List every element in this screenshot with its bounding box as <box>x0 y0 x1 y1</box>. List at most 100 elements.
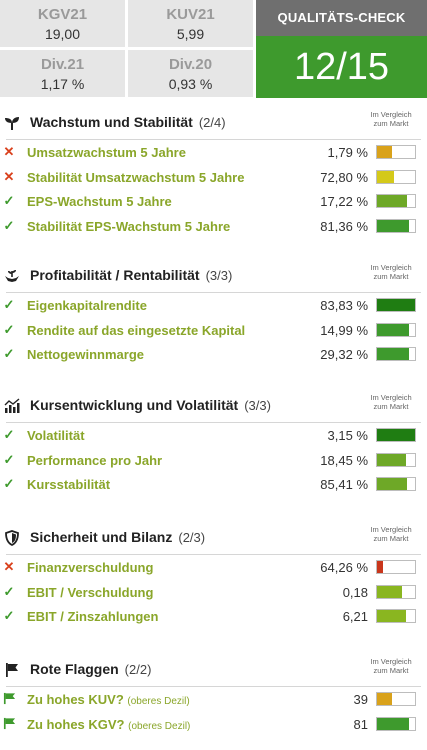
criterion-name-text[interactable]: Stabilität Umsatzwachstum 5 Jahre <box>27 169 245 185</box>
criterion-name-text[interactable]: EBIT / Verschuldung <box>27 584 154 600</box>
criterion-row[interactable]: ✓ Rendite auf das eingesetzte Kapital 14,9… <box>0 319 427 344</box>
compare-label-line2: zum Markt <box>373 534 409 543</box>
criterion-value: 3,15 % <box>327 428 368 443</box>
market-comparison-fill <box>377 195 408 207</box>
criterion-name-text[interactable]: Nettogewinnmarge <box>27 347 145 362</box>
pass-check-icon: ✓ <box>3 297 15 312</box>
criterion-name-text[interactable]: Kursstabilität <box>27 477 111 492</box>
criterion-row[interactable]: ✓ Kursstabilität 85,41 % <box>0 473 427 498</box>
market-comparison-bar <box>376 477 416 491</box>
criterion-row[interactable]: Zu hohes KGV? (oberes Dezil) 81 <box>0 713 427 738</box>
criterion-name[interactable]: EPS-Wachstum 5 Jahre <box>27 194 172 209</box>
market-comparison-fill <box>377 610 406 622</box>
section-count: (3/3) <box>244 398 271 413</box>
criterion-name-text[interactable]: Volatilität <box>27 428 85 443</box>
criterion-name[interactable]: Stabilität Umsatzwachstum 5 Jahre <box>27 170 244 185</box>
criterion-name-text[interactable]: Finanzverschuldung <box>27 560 154 575</box>
criterion-name[interactable]: Zu hohes KUV? (oberes Dezil) <box>27 692 190 709</box>
criterion-row[interactable]: ✓ EBIT / Verschuldung 0,18 <box>0 581 427 606</box>
criterion-name-text[interactable]: Performance pro Jahr <box>27 452 163 468</box>
criterion-row[interactable]: ✕ Finanzverschuldung 64,26 % <box>0 556 427 581</box>
criterion-name[interactable]: Kursstabilität <box>27 477 110 492</box>
criterion-name[interactable]: Nettogewinnmarge <box>27 347 144 362</box>
criterion-value: 14,99 % <box>320 322 368 338</box>
criterion-row[interactable]: ✓ EPS-Wachstum 5 Jahre 17,22 % <box>0 190 427 215</box>
criterion-name[interactable]: EBIT / Zinszahlungen <box>27 609 158 624</box>
criterion-value: 81 <box>353 716 368 732</box>
section-header: Sicherheit und Bilanz (2/3) Im Vergleich zu… <box>0 520 427 556</box>
criterion-name-text[interactable]: Eigenkapitalrendite <box>27 298 147 313</box>
criterion-name[interactable]: Umsatzwachstum 5 Jahre <box>27 145 186 160</box>
market-comparison-fill <box>377 323 410 336</box>
section-title-text: Kursentwicklung und Volatilität <box>30 397 239 413</box>
criterion-name[interactable]: Finanzverschuldung <box>27 560 153 575</box>
criterion-name[interactable]: Zu hohes KGV? (oberes Dezil) <box>27 717 190 734</box>
criterion-row[interactable]: ✕ Stabilität Umsatzwachstum 5 Jahre 72,80 … <box>0 166 427 191</box>
fail-cross-icon: ✕ <box>3 168 15 184</box>
quality-check-score: 12/15 <box>256 36 427 98</box>
fail-cross-icon: ✕ <box>3 144 15 159</box>
criterion-name[interactable]: Eigenkapitalrendite <box>27 298 147 313</box>
section-count: (3/3) <box>205 268 233 283</box>
criterion-row[interactable]: ✓ Stabilität EPS-Wachstum 5 Jahre 81,36 % <box>0 215 427 240</box>
market-comparison-fill <box>377 348 410 360</box>
metric-div21: Div.21 1,17 % <box>0 50 125 97</box>
section-divider <box>6 554 421 555</box>
criterion-name-text[interactable]: Stabilität EPS-Wachstum 5 Jahre <box>27 218 231 234</box>
section-divider <box>6 139 421 140</box>
metric-label: KUV21 <box>166 6 215 23</box>
pass-check-icon: ✓ <box>3 583 15 599</box>
metric-value: 1,17 % <box>40 76 85 92</box>
pass-check-icon: ✓ <box>3 321 15 337</box>
chart-bars-icon <box>4 398 20 414</box>
criterion-subtext: (oberes Dezil) <box>128 720 191 732</box>
criterion-value: 0,18 <box>342 584 368 600</box>
criterion-row[interactable]: ✓ Volatilität 3,15 % <box>0 424 427 449</box>
market-comparison-bar <box>376 145 416 159</box>
fail-cross-icon: ✕ <box>3 559 15 574</box>
criterion-value: 39 <box>353 692 368 707</box>
market-comparison-bar <box>376 322 416 337</box>
criterion-row[interactable]: ✓ Nettogewinnmarge 29,32 % <box>0 343 427 368</box>
section-title-text: Profitabilität / Rentabilität <box>30 267 200 283</box>
criterion-name[interactable]: Rendite auf das eingesetzte Kapital <box>27 323 245 338</box>
market-comparison-bar <box>376 716 416 731</box>
section-1: Profitabilität / Rentabilität (3/3) Im Ver… <box>0 258 427 368</box>
criterion-name[interactable]: Performance pro Jahr <box>27 453 162 468</box>
criterion-value: 18,45 % <box>320 452 368 468</box>
criterion-name[interactable]: Stabilität EPS-Wachstum 5 Jahre <box>27 219 230 234</box>
criterion-name-text[interactable]: Zu hohes KUV? <box>27 692 124 707</box>
pass-check-icon: ✓ <box>3 427 15 442</box>
section-header: Kursentwicklung und Volatilität (3/3) Im V… <box>0 388 427 424</box>
market-comparison-bar <box>376 584 416 599</box>
compare-label-line2: zum Markt <box>373 272 409 281</box>
compare-label-line1: Im Vergleich <box>370 110 412 119</box>
criterion-name-text[interactable]: Rendite auf das eingesetzte Kapital <box>27 322 246 338</box>
criterion-name-text[interactable]: Zu hohes KGV? <box>27 716 125 732</box>
criterion-name-text[interactable]: Umsatzwachstum 5 Jahre <box>27 145 186 160</box>
criterion-row[interactable]: ✓ Performance pro Jahr 18,45 % <box>0 449 427 474</box>
section-3: Sicherheit und Bilanz (2/3) Im Vergleich zu… <box>0 520 427 630</box>
criterion-row[interactable]: ✓ EBIT / Zinszahlungen 6,21 <box>0 605 427 630</box>
compare-label: Im Vergleich zum Markt <box>361 393 421 411</box>
criterion-name-text[interactable]: EBIT / Zinszahlungen <box>27 609 159 624</box>
criterion-row[interactable]: Zu hohes KUV? (oberes Dezil) 39 <box>0 688 427 713</box>
criterion-value: 6,21 <box>342 609 368 624</box>
section-title: Kursentwicklung und Volatilität (3/3) <box>30 397 271 413</box>
criterion-value: 72,80 % <box>320 169 368 185</box>
criterion-name[interactable]: EBIT / Verschuldung <box>27 585 153 600</box>
market-comparison-bar <box>376 194 416 208</box>
section-4: Rote Flaggen (2/2) Im Vergleich zum Markt Zu… <box>0 652 427 737</box>
criterion-name[interactable]: Volatilität <box>27 428 85 443</box>
section-title: Wachstum und Stabilität (2/4) <box>30 114 226 130</box>
criterion-row[interactable]: ✓ Eigenkapitalrendite 83,83 % <box>0 294 427 319</box>
section-2: Kursentwicklung und Volatilität (3/3) Im V… <box>0 388 427 498</box>
criterion-row[interactable]: ✕ Umsatzwachstum 5 Jahre 1,79 % <box>0 141 427 166</box>
metric-kgv21: KGV21 19,00 <box>0 0 125 47</box>
section-count: (2/2) <box>124 662 152 677</box>
criterion-name-text[interactable]: EPS-Wachstum 5 Jahre <box>27 194 172 209</box>
market-comparison-fill <box>377 717 410 730</box>
green-flag-icon <box>2 692 16 708</box>
market-comparison-bar <box>376 560 416 574</box>
compare-label: Im Vergleich zum Markt <box>361 263 421 281</box>
